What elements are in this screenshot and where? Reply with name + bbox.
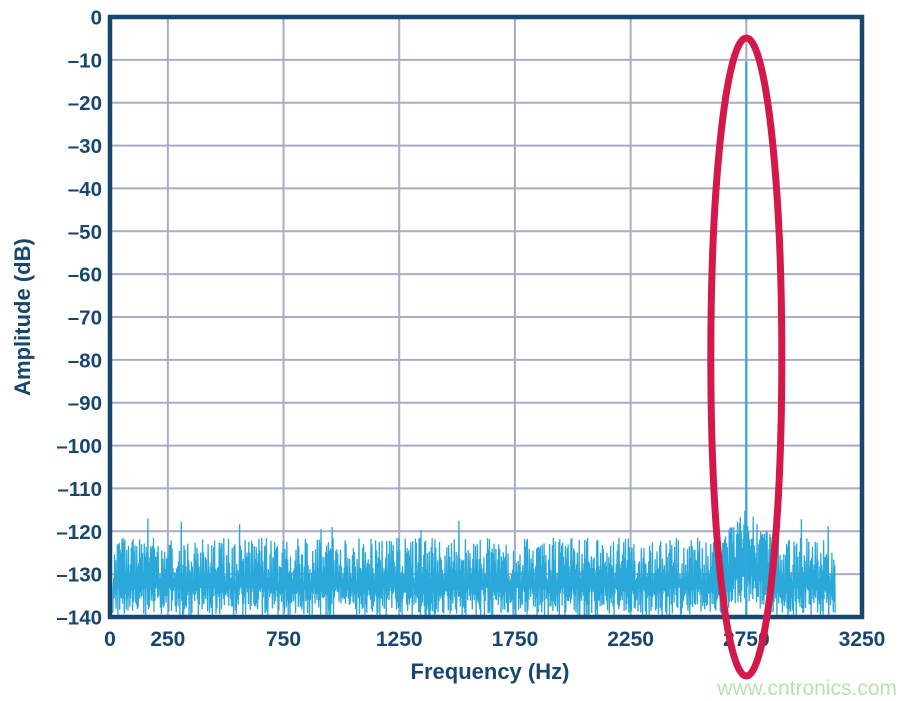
axis-titles: Amplitude (dB) Frequency (Hz): [10, 238, 569, 684]
x-tick-label: 0: [104, 628, 116, 651]
x-tick-label: 1750: [492, 628, 539, 651]
y-tick-label: –140: [56, 607, 102, 630]
y-tick-label: –100: [56, 435, 102, 458]
noise-trace: [112, 510, 836, 617]
y-tick-label: 0: [91, 7, 102, 30]
y-tick-label: –80: [68, 349, 102, 372]
x-axis-title: Frequency (Hz): [411, 659, 570, 684]
y-tick-label: –130: [56, 564, 102, 587]
y-tick-label: –110: [58, 478, 102, 501]
gridlines: [110, 17, 862, 617]
y-tick-label: –60: [68, 264, 102, 287]
y-tick-label: –30: [68, 135, 102, 158]
axis-tick-labels: 0 –10 –20 –30 –40 –50 –60 –70 –80 –90 –100 –110 –120…: [56, 7, 885, 652]
y-tick-label: –90: [68, 392, 102, 415]
y-tick-label: –50: [68, 221, 102, 244]
y-tick-label: –120: [56, 521, 102, 544]
x-tick-label: 2250: [607, 628, 654, 651]
peak-highlight-ellipse: [707, 34, 786, 680]
plot-border: [107, 14, 865, 620]
y-axis-title: Amplitude (dB): [10, 238, 35, 396]
y-tick-label: –40: [68, 178, 102, 201]
plot-border-rect: [107, 14, 865, 620]
x-tick-label: 250: [150, 628, 185, 651]
watermark: www.cntronics.com: [716, 677, 897, 700]
y-tick-label: –20: [68, 92, 102, 115]
watermark-text: www.cntronics.com: [716, 677, 897, 700]
x-tick-label: 1250: [376, 628, 423, 651]
y-tick-label: –10: [68, 49, 102, 72]
noise-floor-polyline: [112, 510, 836, 617]
highlight-ellipse: [707, 34, 786, 680]
x-tick-label: 750: [266, 628, 301, 651]
x-tick-label: 3250: [839, 628, 886, 651]
y-tick-label: –70: [68, 307, 102, 330]
